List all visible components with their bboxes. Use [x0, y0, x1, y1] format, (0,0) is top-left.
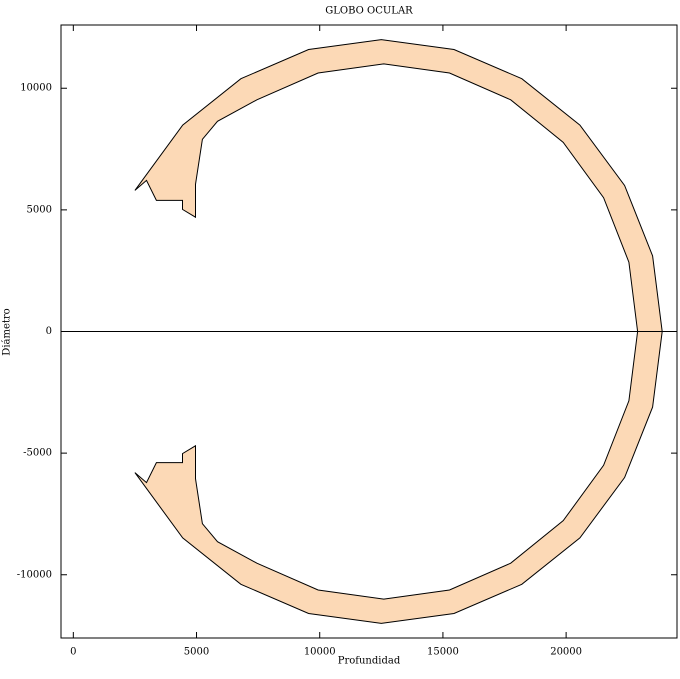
x-tick-label: 15000	[427, 647, 459, 658]
x-axis-label: Profundidad	[338, 656, 401, 667]
y-tick-label: 10000	[20, 83, 52, 94]
y-axis-label: Diámetro	[2, 308, 13, 355]
y-tick-label: -5000	[23, 448, 52, 459]
y-tick-label: 0	[46, 326, 52, 337]
chart-title: GLOBO OCULAR	[325, 6, 413, 17]
x-tick-label: 5000	[184, 647, 209, 658]
x-tick-label: 20000	[550, 647, 582, 658]
y-tick-label: -10000	[17, 569, 52, 580]
x-tick-label: 0	[70, 647, 76, 658]
x-tick-label: 10000	[304, 647, 336, 658]
y-tick-label: 5000	[27, 204, 52, 215]
eye-shape	[134, 39, 663, 624]
